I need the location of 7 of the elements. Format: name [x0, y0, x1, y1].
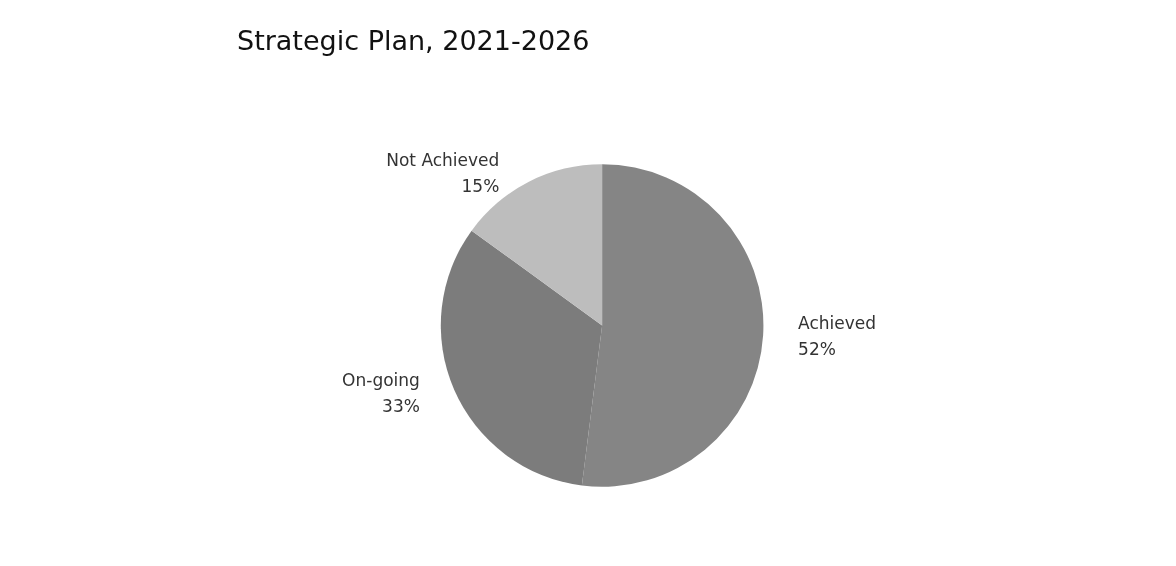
- data-label: 33%: [382, 396, 420, 417]
- data-label: 15%: [461, 175, 500, 196]
- slice-label: On-going: [342, 370, 420, 391]
- slice-label: Achieved: [798, 313, 877, 334]
- chart-title: Strategic Plan, 2021-2026: [237, 25, 590, 56]
- data-label: 52%: [798, 339, 836, 360]
- slice-label: Not Achieved: [386, 149, 500, 170]
